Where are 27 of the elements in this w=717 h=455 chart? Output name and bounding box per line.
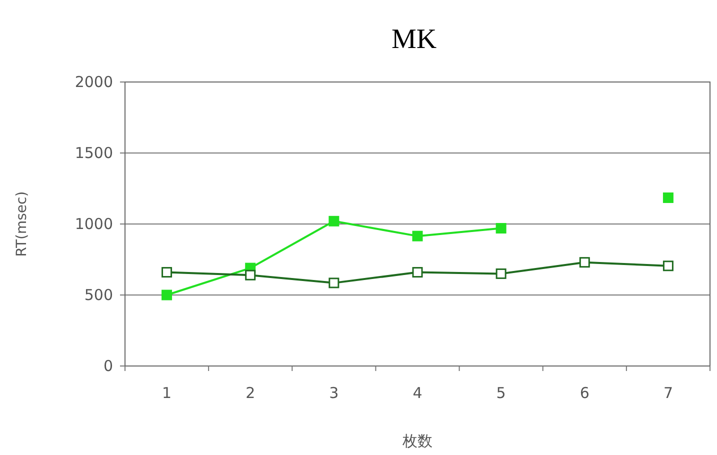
point: [162, 267, 172, 278]
x-axis-title: 枚数: [402, 432, 432, 450]
x-tick-label: 1: [162, 384, 172, 402]
point: [496, 223, 506, 234]
point: [245, 270, 256, 280]
x-tick-label: 4: [412, 384, 422, 402]
point: [412, 230, 423, 242]
point: [328, 278, 340, 288]
point: [328, 216, 340, 226]
x-tick-label: 7: [663, 384, 673, 402]
point: [162, 290, 172, 300]
y-tick-label: 1500: [74, 144, 113, 162]
x-tick-label: 2: [246, 384, 256, 402]
chart-title: MK: [391, 24, 437, 55]
y-tick-label: 500: [84, 286, 113, 304]
y-axis-title: RT(msec): [14, 191, 30, 257]
point: [496, 268, 506, 279]
point: [579, 257, 590, 268]
point: [412, 267, 423, 278]
point: [662, 192, 674, 203]
point: [662, 260, 674, 272]
x-tick-label: 5: [496, 384, 506, 402]
y-tick-label: 1000: [74, 215, 113, 233]
y-tick-label: 0: [103, 357, 113, 375]
x-tick-label: 6: [580, 384, 590, 402]
x-tick-label: 3: [329, 384, 339, 402]
y-tick-label: 2000: [74, 73, 113, 91]
